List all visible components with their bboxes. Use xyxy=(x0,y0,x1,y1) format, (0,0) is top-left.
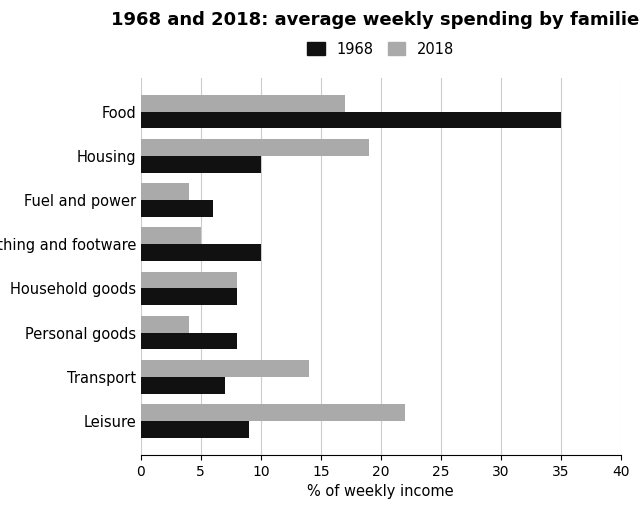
Bar xyxy=(141,316,189,332)
Bar xyxy=(141,271,237,288)
Bar xyxy=(141,200,212,217)
Bar xyxy=(141,332,237,349)
X-axis label: % of weekly income: % of weekly income xyxy=(307,484,454,499)
Bar xyxy=(141,227,201,244)
Bar xyxy=(141,404,405,421)
Bar xyxy=(141,112,561,128)
Bar xyxy=(141,377,225,393)
Title: 1968 and 2018: average weekly spending by families: 1968 and 2018: average weekly spending b… xyxy=(111,11,640,29)
Bar xyxy=(141,95,345,112)
Bar xyxy=(141,421,249,438)
Bar xyxy=(141,360,309,377)
Bar xyxy=(141,288,237,305)
Bar xyxy=(141,139,369,156)
Bar xyxy=(141,244,261,261)
Legend: 1968, 2018: 1968, 2018 xyxy=(301,36,460,63)
Bar xyxy=(141,156,261,173)
Bar xyxy=(141,183,189,200)
